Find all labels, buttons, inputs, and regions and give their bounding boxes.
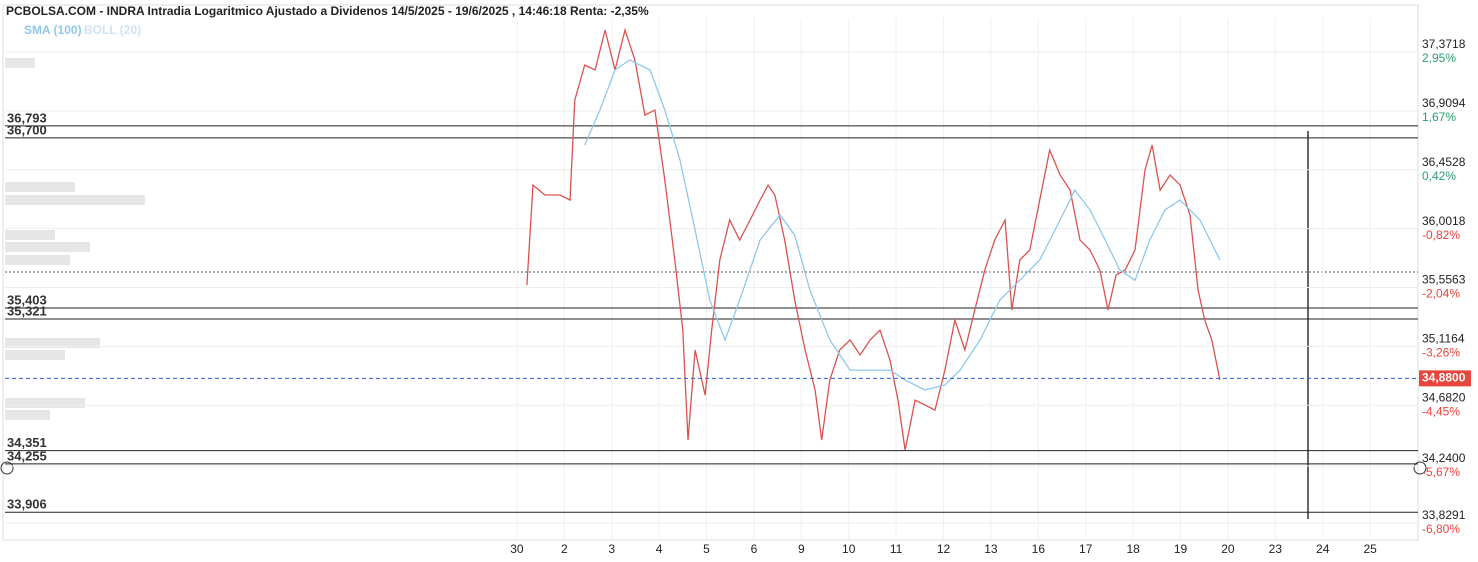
- x-tick-label: 10: [842, 542, 856, 556]
- sma-line: [584, 59, 1221, 391]
- y-tick-percent: 1,67%: [1422, 110, 1456, 124]
- legend-label: BOLL (20): [84, 23, 141, 37]
- x-tick-label: 23: [1269, 542, 1283, 556]
- level-label: 36,700: [7, 122, 47, 137]
- x-tick-label: 16: [1032, 542, 1046, 556]
- x-tick-label: 13: [984, 542, 998, 556]
- y-tick-label: 36,0018: [1422, 214, 1466, 228]
- y-tick-label: 34,6820: [1422, 390, 1466, 404]
- x-tick-label: 17: [1079, 542, 1093, 556]
- x-tick-label: 9: [798, 542, 805, 556]
- level-label: 36,793: [7, 110, 47, 125]
- x-tick-label: 11: [890, 542, 903, 556]
- y-tick-label: 36,4528: [1422, 155, 1466, 169]
- y-tick-percent: -3,26%: [1422, 346, 1460, 360]
- level-label: 35,321: [7, 303, 47, 318]
- x-tick-label: 25: [1363, 542, 1377, 556]
- last-price-label: 34,8800: [1422, 371, 1466, 385]
- x-tick-label: 19: [1174, 542, 1188, 556]
- y-tick-label: 35,1164: [1422, 332, 1465, 346]
- y-tick-percent: -0,82%: [1422, 228, 1460, 242]
- x-tick-label: 24: [1316, 542, 1330, 556]
- y-tick-percent: -6,80%: [1422, 522, 1460, 536]
- x-tick-label: 5: [703, 542, 710, 556]
- level-label: 33,906: [7, 497, 47, 512]
- level-label: 35,403: [7, 292, 47, 307]
- chart-title: PCBOLSA.COM - INDRA Intradia Logaritmico…: [6, 4, 649, 18]
- x-tick-label: 12: [937, 542, 951, 556]
- x-tick-label: 6: [751, 542, 758, 556]
- level-label: 34,351: [7, 435, 47, 450]
- x-tick-label: 20: [1221, 542, 1235, 556]
- handle: [1413, 461, 1427, 475]
- y-tick-label: 36,9094: [1422, 96, 1466, 110]
- y-tick-percent: 0,42%: [1422, 169, 1456, 183]
- y-tick-label: 35,5563: [1422, 273, 1466, 287]
- level-label: 34,255: [7, 448, 47, 463]
- y-tick-label: 33,8291: [1422, 508, 1466, 522]
- y-tick-percent: -5,67%: [1422, 465, 1460, 479]
- y-tick-percent: 2,95%: [1422, 51, 1456, 65]
- y-tick-percent: -2,04%: [1422, 287, 1460, 301]
- legend-label: SMA (100): [24, 23, 82, 37]
- volume-profile: [5, 58, 145, 420]
- y-tick-label: 34,2400: [1422, 451, 1466, 465]
- last-price-badge: [1419, 370, 1471, 387]
- x-tick-label: 4: [656, 542, 663, 556]
- x-tick-label: 3: [608, 542, 615, 556]
- price-line: [526, 27, 1221, 451]
- y-tick-label: 37,3718: [1422, 37, 1466, 51]
- handle: [0, 461, 14, 475]
- x-tick-label: 18: [1126, 542, 1140, 556]
- x-tick-label: 30: [510, 542, 524, 556]
- x-tick-label: 2: [561, 542, 568, 556]
- y-tick-percent: -4,45%: [1422, 404, 1460, 418]
